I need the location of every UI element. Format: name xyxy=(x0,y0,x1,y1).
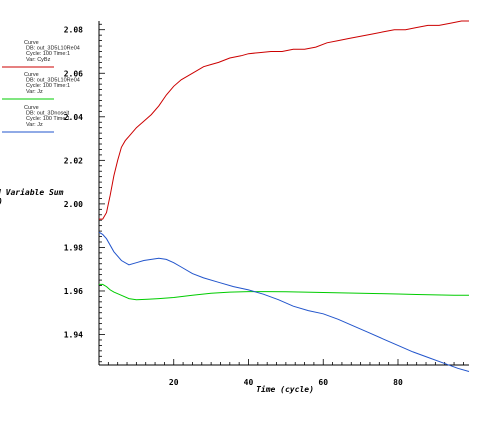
axes xyxy=(98,21,469,366)
legend-text-line: Curve xyxy=(24,40,39,46)
legend-text-line: Curve xyxy=(24,72,39,78)
x-tick-label: 40 xyxy=(244,378,254,387)
y-axis-label: d Variable Sum xyxy=(0,187,64,197)
legend-text-line: Cycle: 100 Time:1 xyxy=(26,116,70,122)
y-tick-label: 2.08 xyxy=(64,26,83,35)
y-tick-label: 2.04 xyxy=(64,113,83,122)
legend-text-line: DB: out_3D5L10Re04 xyxy=(26,78,80,84)
y-tick-label: 2.00 xyxy=(64,200,83,209)
y-tick-label: 1.96 xyxy=(64,287,83,296)
series-group xyxy=(98,20,470,372)
x-tick-label: 20 xyxy=(169,378,179,387)
legend-text-line: DB: out_3Dnoseit xyxy=(26,111,70,117)
legend-text-line: Var: CyBz xyxy=(26,57,51,63)
legend-text-line: Var: Jz xyxy=(26,89,43,95)
legend-text-line: Cycle: 100 Time:1 xyxy=(26,51,70,57)
x-axis-label: Time (cycle) xyxy=(256,384,314,394)
series-line-1 xyxy=(99,20,469,220)
legend-text-line: Curve xyxy=(24,105,39,111)
legend-text-line: DB: out_3D5L10Re04 xyxy=(26,46,80,52)
series-line-2 xyxy=(99,283,469,301)
y-tick-label: 1.94 xyxy=(64,331,83,340)
x-tick-label: 60 xyxy=(318,378,328,387)
y-tick-label: 1.98 xyxy=(64,243,83,252)
y-tick-label: 2.06 xyxy=(64,69,83,78)
axis-ticks: 20 40 60 80 1.94 1.96 1.98 2.00 2.02 2.04 2.06 2.08 xyxy=(64,23,464,387)
series-line-3 xyxy=(98,231,470,372)
y-axis-label-line2: ) xyxy=(0,197,3,206)
legend-text-line: Var: Jz xyxy=(26,122,43,128)
legend-text-line: Cycle: 100 Time:1 xyxy=(26,83,70,89)
y-tick-label: 2.02 xyxy=(64,156,83,165)
x-tick-label: 80 xyxy=(393,378,403,387)
